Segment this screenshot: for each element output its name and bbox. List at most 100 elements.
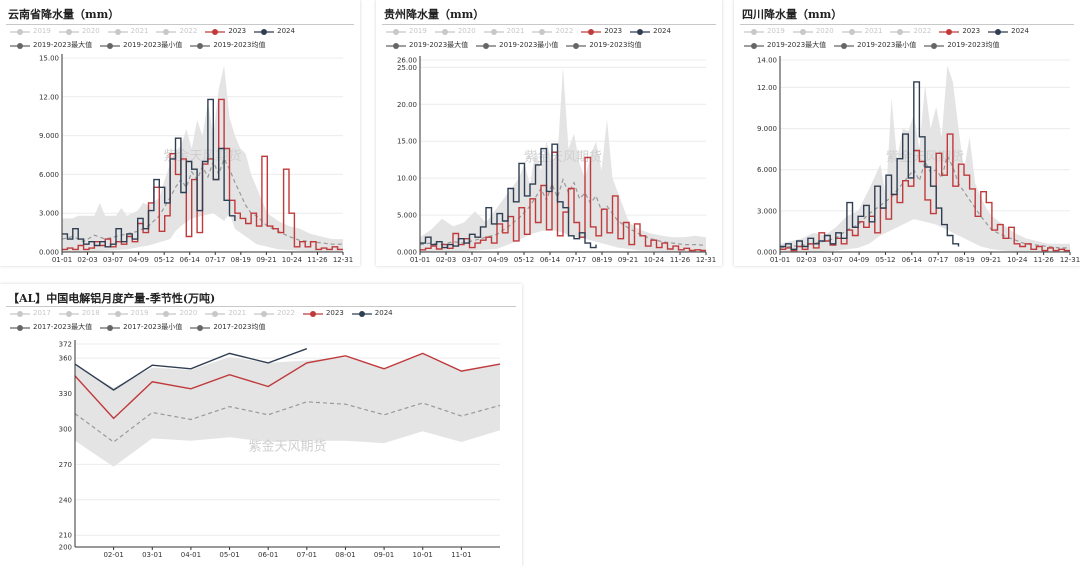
legend-item-2020[interactable]: 2020 [434,26,476,37]
legend-item-2022[interactable]: 2022 [254,308,295,319]
chart-legend[interactable]: 2019 2020 2021 2022 2023 2024 2019-2023最大值 2019… [10,26,354,51]
legend-item-2017-2023最小值[interactable]: 2017-2023最小值 [100,322,182,333]
legend-item-2022[interactable]: 2022 [890,26,931,37]
y-tick-label: 10.00 [397,175,417,183]
x-tick-label: 03-07 [462,256,482,264]
y-tick-label: 25.00 [397,64,417,72]
legend-item-2019[interactable]: 2019 [107,308,148,319]
legend-item-2022[interactable]: 2022 [532,26,573,37]
y-tick-label: 372 [59,341,72,349]
x-tick-label: 02-03 [77,256,97,264]
legend-item-2020[interactable]: 2020 [792,26,834,37]
x-tick-label: 07-17 [566,256,586,264]
x-tick-label: 03-07 [823,256,843,264]
x-tick-label: 05-01 [219,551,239,559]
x-tick-label: 06-14 [902,256,923,264]
legend-item-2021[interactable]: 2021 [483,26,524,37]
legend-item-2017-2023均值[interactable]: 2017-2023均值 [190,322,265,333]
legend-item-2024[interactable]: 2024 [988,26,1029,37]
x-tick-label: 03-01 [142,551,162,559]
x-tick-label: 06-14 [180,256,201,264]
legend-item-2023[interactable]: 2023 [205,26,246,37]
legend-label: 2017 [33,309,51,317]
legend-item-2024[interactable]: 2024 [351,308,393,319]
y-tick-label: 200 [59,544,72,552]
legend-item-2019[interactable]: 2019 [744,26,785,37]
chart-plot: 0.0003.0006.0009.00012.0014.00紫金天风期货01-0… [757,56,1080,264]
x-tick-label: 06-14 [540,256,561,264]
legend-label: 2019-2023均值 [589,41,642,49]
max-min-band [62,65,343,252]
y-tick-label: 360 [59,355,72,363]
legend-item-2019-2023均值[interactable]: 2019-2023均值 [190,40,265,51]
legend-item-2019-2023最小值[interactable]: 2019-2023最小值 [834,40,916,51]
legend-label: 2020 [179,309,198,317]
legend-item-2024[interactable]: 2024 [630,26,671,37]
chart-title: 云南省降水量（mm） [8,8,120,21]
legend-label: 2022 [179,27,198,35]
legend-item-2017-2023最大值[interactable]: 2017-2023最大值 [10,322,92,333]
legend-label: 2017-2023最大值 [33,323,93,331]
legend-label: 2021 [864,27,883,35]
x-tick-label: 08-19 [231,256,251,264]
x-tick-label: 09-01 [374,551,394,559]
legend-item-2018[interactable]: 2018 [58,308,100,319]
y-tick-label: 240 [59,496,72,504]
legend-item-2019-2023最大值[interactable]: 2019-2023最大值 [10,40,92,51]
legend-label: 2021 [228,309,247,317]
legend-label: 2022 [913,27,932,35]
legend-label: 2023 [228,27,247,35]
legend-item-2019-2023最大值[interactable]: 2019-2023最大值 [744,40,826,51]
legend-item-2020[interactable]: 2020 [156,308,197,319]
chart-legend[interactable]: 2017 2018 2019 2020 2021 2022 2023 2024 2017-202… [10,308,432,333]
y-tick-label: 15.00 [397,138,417,146]
legend-item-2022[interactable]: 2022 [156,26,197,37]
legend-label: 2019-2023最小值 [123,41,183,49]
legend-item-2023[interactable]: 2023 [939,26,980,37]
legend-item-2019[interactable]: 2019 [10,26,51,37]
legend-item-2019-2023最大值[interactable]: 2019-2023最大值 [386,40,468,51]
legend-label: 2019-2023均值 [947,41,1000,49]
x-tick-label: 12-31 [1060,256,1080,264]
legend-item-2021[interactable]: 2021 [841,26,883,37]
x-tick-label: 09-21 [618,256,638,264]
y-tick-label: 20.00 [397,101,417,109]
legend-item-2024[interactable]: 2024 [254,26,295,37]
legend-label: 2019-2023最大值 [33,41,93,49]
legend-item-2017[interactable]: 2017 [10,308,51,319]
y-tick-label: 12.00 [757,84,777,92]
legend-label: 2024 [374,309,393,317]
y-tick-label: 270 [59,461,72,469]
y-tick-label: 6.000 [39,171,59,179]
x-tick-label: 10-24 [282,256,303,264]
x-tick-label: 02-01 [103,551,123,559]
legend-item-2021[interactable]: 2021 [107,26,149,37]
x-tick-label: 07-17 [205,256,225,264]
y-tick-label: 0.000 [757,249,777,257]
legend-item-2019-2023最小值[interactable]: 2019-2023最小值 [100,40,182,51]
legend-item-2021[interactable]: 2021 [205,308,246,319]
legend-item-2019-2023均值[interactable]: 2019-2023均值 [566,40,641,51]
x-tick-label: 01-01 [410,256,430,264]
y-tick-label: 26.00 [397,57,417,65]
max-min-band [75,353,500,467]
legend-label: 2019 [33,27,51,35]
legend-label: 2021 [130,27,149,35]
legend-item-2019[interactable]: 2019 [386,26,427,37]
chart-panel-yunnan: 云南省降水量（mm） 2019 2020 2021 2022 2023 2024 2019-… [0,0,360,266]
chart-legend[interactable]: 2019 2020 2021 2022 2023 2024 2019-2023最大值 2019… [386,26,716,51]
x-tick-label: 04-09 [849,256,869,264]
series-line-2023 [74,352,501,420]
y-tick-label: 3.000 [757,207,777,215]
x-tick-label: 07-01 [297,551,317,559]
legend-item-2019-2023均值[interactable]: 2019-2023均值 [924,40,999,51]
chart-legend[interactable]: 2019 2020 2021 2022 2023 2024 2019-2023最大值 2019… [744,26,1074,51]
legend-item-2019-2023最小值[interactable]: 2019-2023最小值 [476,40,558,51]
legend-label: 2024 [277,27,295,35]
chart-plot: 200 210 240 270 300 330 360 372 紫金天风期货 02-01 03-01… [59,340,501,559]
legend-item-2023[interactable]: 2023 [581,26,622,37]
legend-item-2020[interactable]: 2020 [58,26,100,37]
legend-item-2023[interactable]: 2023 [302,308,344,319]
x-tick-label: 09-21 [981,256,1001,264]
x-tick-label: 10-01 [413,551,433,559]
